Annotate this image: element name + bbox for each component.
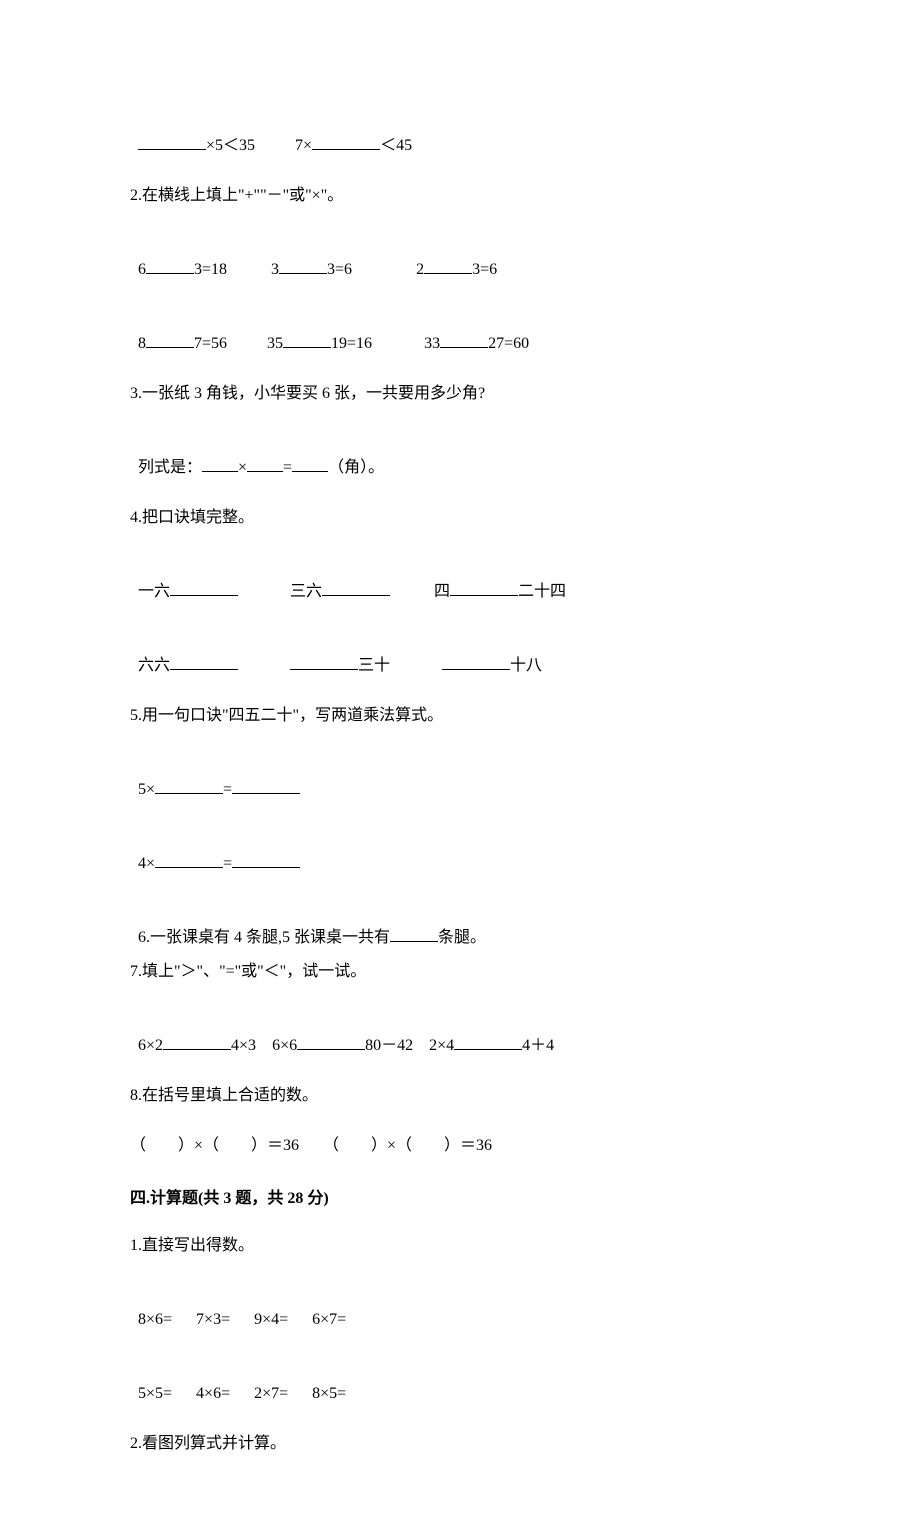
q4-r1-c2: 二十四 bbox=[518, 583, 566, 600]
q3-blank2 bbox=[247, 458, 283, 472]
q2-r2-blank3 bbox=[440, 334, 488, 348]
q1-line: ×5＜35 7× ＜45 bbox=[130, 110, 790, 158]
q2-r2-b: 7=56 bbox=[194, 335, 227, 352]
s4r2d: 8×5= bbox=[312, 1385, 346, 1402]
q2-r2-a: 8 bbox=[138, 335, 146, 352]
q2-r1-a: 6 bbox=[138, 261, 146, 278]
q2-row1: 6 3=18 3 3=6 2 3=6 bbox=[130, 234, 790, 282]
q1-right-prefix: 7× bbox=[295, 137, 312, 154]
q7-c2: 4＋4 bbox=[522, 1037, 554, 1054]
q5-l1-blank1 bbox=[155, 780, 223, 794]
q6-blank bbox=[390, 928, 438, 942]
q2-row2: 8 7=56 35 19=16 33 27=60 bbox=[130, 308, 790, 356]
q7-a1: 6×2 bbox=[138, 1037, 163, 1054]
q7-c1: 2×4 bbox=[429, 1037, 454, 1054]
s4r1b: 7×3= bbox=[196, 1311, 230, 1328]
q7-b2: 80－42 bbox=[365, 1037, 413, 1054]
q4-r1-c1: 四 bbox=[434, 583, 450, 600]
q4-r1-b: 三六 bbox=[290, 583, 322, 600]
q2-prompt: 2.在横线上填上"+""－"或"×"。 bbox=[130, 184, 790, 208]
q3-eq-suffix: （角）。 bbox=[328, 459, 384, 476]
q8-expr: （ ）×（ ）＝36 （ ）×（ ）＝36 bbox=[130, 1134, 790, 1158]
q3-eq-mid: × bbox=[238, 459, 247, 476]
s4r1a: 8×6= bbox=[138, 1311, 172, 1328]
q3-blank3 bbox=[292, 458, 328, 472]
q2-r1-f: 3=6 bbox=[472, 261, 497, 278]
q7-blank2 bbox=[297, 1036, 365, 1050]
q1-blank-left bbox=[138, 136, 206, 150]
q4-prompt: 4.把口诀填完整。 bbox=[130, 506, 790, 530]
q3-eq-eq: = bbox=[283, 459, 292, 476]
q1-left-suffix: ×5＜35 bbox=[206, 137, 255, 154]
q7-blank1 bbox=[163, 1036, 231, 1050]
q4-r1-a: 一六 bbox=[138, 583, 170, 600]
q7-a2: 4×3 bbox=[231, 1037, 256, 1054]
q7-row: 6×2 4×3 6×6 80－42 2×4 4＋4 bbox=[130, 1010, 790, 1058]
sec4-q2-prompt: 2.看图列算式并计算。 bbox=[130, 1432, 790, 1456]
q5-line2: 4× = bbox=[130, 828, 790, 876]
q2-r1-blank1 bbox=[146, 260, 194, 274]
q5-l1-prefix: 5× bbox=[138, 781, 155, 798]
q2-r1-e: 2 bbox=[416, 261, 424, 278]
q4-row2: 六六 三十 十八 bbox=[130, 630, 790, 678]
q4-r2-blank1 bbox=[170, 656, 238, 670]
q6-prompt: 6.一张课桌有 4 条腿,5 张课桌一共有 条腿。 bbox=[130, 902, 790, 950]
q3-eq-prefix: 列式是： bbox=[138, 459, 202, 476]
q4-r2-b: 三十 bbox=[358, 657, 390, 674]
q4-r2-a: 六六 bbox=[138, 657, 170, 674]
q5-l1-blank2 bbox=[232, 780, 300, 794]
q4-r2-blank2 bbox=[290, 656, 358, 670]
q8-prompt: 8.在括号里填上合适的数。 bbox=[130, 1084, 790, 1108]
q3-eq: 列式是： × = （角）。 bbox=[130, 432, 790, 480]
sec4-q1-row1: 8×6= 7×3= 9×4= 6×7= bbox=[130, 1284, 790, 1332]
q7-blank3 bbox=[454, 1036, 522, 1050]
q5-line1: 5× = bbox=[130, 754, 790, 802]
q2-r1-blank2 bbox=[279, 260, 327, 274]
q2-r1-blank3 bbox=[424, 260, 472, 274]
q2-r2-f: 27=60 bbox=[488, 335, 529, 352]
q4-r2-blank3 bbox=[442, 656, 510, 670]
q2-r2-blank2 bbox=[283, 334, 331, 348]
q4-r1-blank3 bbox=[450, 582, 518, 596]
q2-r1-d: 3=6 bbox=[327, 261, 352, 278]
s4r2c: 2×7= bbox=[254, 1385, 288, 1402]
q5-l2-blank2 bbox=[232, 854, 300, 868]
q2-r2-c: 35 bbox=[267, 335, 283, 352]
s4r2a: 5×5= bbox=[138, 1385, 172, 1402]
q2-r2-e: 33 bbox=[424, 335, 440, 352]
q5-prompt: 5.用一句口诀"四五二十"，写两道乘法算式。 bbox=[130, 704, 790, 728]
q2-r1-c: 3 bbox=[271, 261, 279, 278]
sec4-q1-row2: 5×5= 4×6= 2×7= 8×5= bbox=[130, 1358, 790, 1406]
q2-r2-d: 19=16 bbox=[331, 335, 372, 352]
s4r2b: 4×6= bbox=[196, 1385, 230, 1402]
q4-r1-blank1 bbox=[170, 582, 238, 596]
q1-right-suffix: ＜45 bbox=[380, 137, 412, 154]
q1-blank-right bbox=[312, 136, 380, 150]
sec4-q1-prompt: 1.直接写出得数。 bbox=[130, 1234, 790, 1258]
q4-r1-blank2 bbox=[322, 582, 390, 596]
section4-title: 四.计算题(共 3 题，共 28 分) bbox=[130, 1184, 790, 1208]
q5-l2-blank1 bbox=[155, 854, 223, 868]
s4r1c: 9×4= bbox=[254, 1311, 288, 1328]
q6-prompt-b: 条腿。 bbox=[438, 929, 486, 946]
q7-prompt: 7.填上"＞"、"="或"＜"，试一试。 bbox=[130, 960, 790, 984]
q5-l1-eq: = bbox=[223, 781, 232, 798]
q4-r2-c: 十八 bbox=[510, 657, 542, 674]
q6-prompt-a: 6.一张课桌有 4 条腿,5 张课桌一共有 bbox=[138, 929, 390, 946]
q4-row1: 一六 三六 四 二十四 bbox=[130, 556, 790, 604]
q3-blank1 bbox=[202, 458, 238, 472]
s4r1d: 6×7= bbox=[312, 1311, 346, 1328]
q5-l2-eq: = bbox=[223, 855, 232, 872]
q5-l2-prefix: 4× bbox=[138, 855, 155, 872]
q2-r1-b: 3=18 bbox=[194, 261, 227, 278]
q2-r2-blank1 bbox=[146, 334, 194, 348]
q7-b1: 6×6 bbox=[272, 1037, 297, 1054]
q3-prompt: 3.一张纸 3 角钱，小华要买 6 张，一共要用多少角? bbox=[130, 382, 790, 406]
